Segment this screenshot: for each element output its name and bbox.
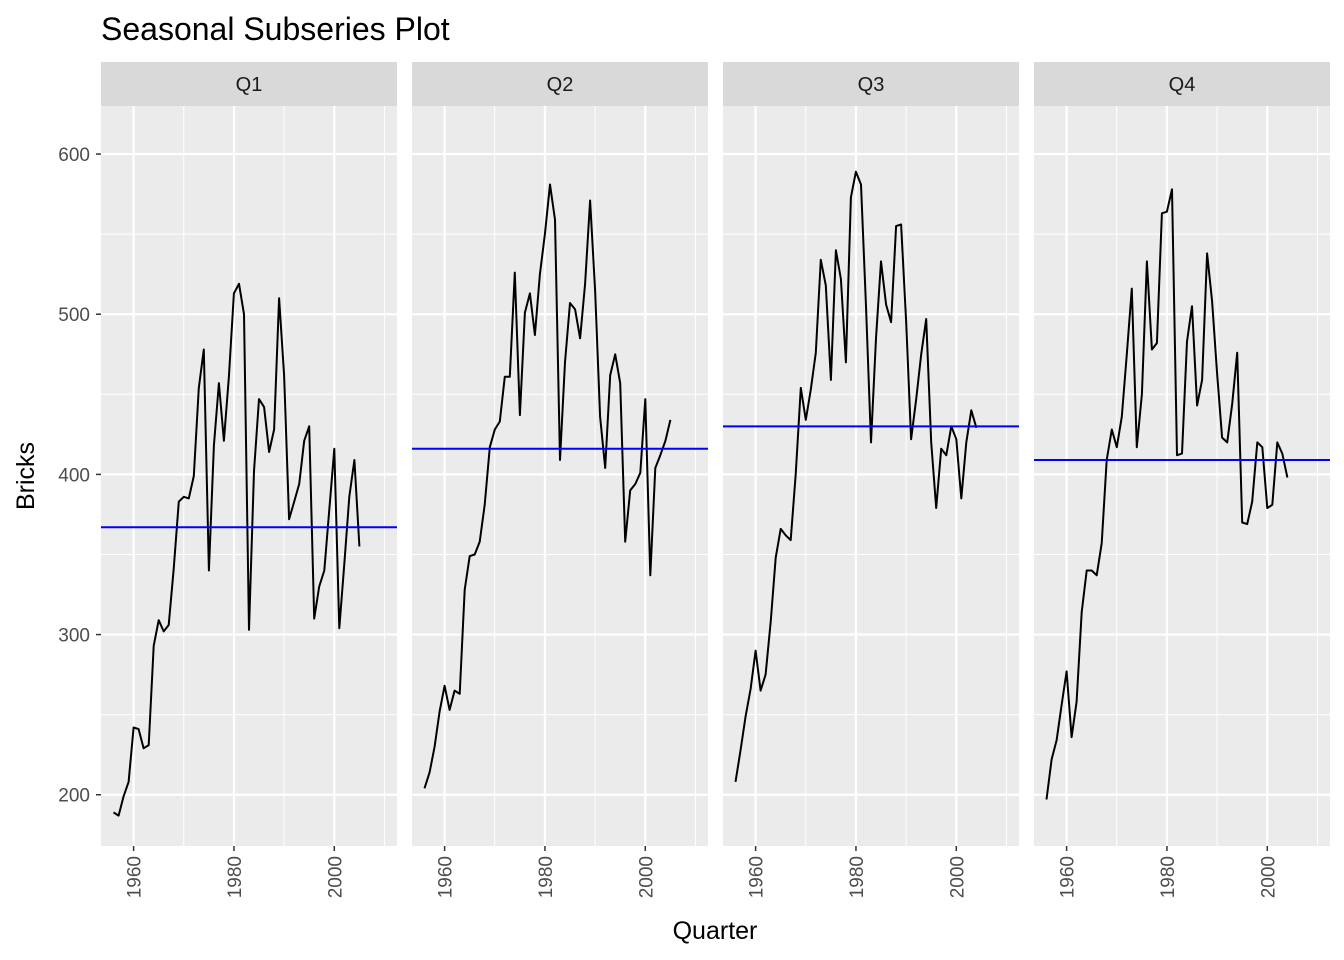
panel-q1: Q1 1960 1980 2000 [101, 62, 397, 898]
y-axis: 200 300 400 500 600 [58, 145, 101, 807]
y-axis-title: Bricks [12, 442, 40, 510]
y-tick-label: 600 [58, 145, 90, 166]
y-tick-label: 200 [58, 786, 90, 807]
x-tick-label: 1980 [847, 856, 868, 898]
series-line-q1 [112, 282, 361, 817]
series-line-q2 [423, 183, 672, 789]
facet-panels: Q1 1960 1980 2000 Q2 1960 1980 2000 Q3 1960 1980 20… [101, 62, 1330, 898]
y-tick-label: 300 [58, 626, 90, 647]
panel-q2: Q2 1960 1980 2000 [412, 62, 708, 898]
strip-label: Q3 [858, 74, 885, 96]
strip-label: Q4 [1169, 74, 1196, 96]
strip-q2 [412, 62, 708, 106]
x-tick-label: 2000 [1258, 856, 1279, 898]
panel-q3: Q3 1960 1980 2000 [723, 62, 1019, 898]
x-tick-label: 1980 [1158, 856, 1179, 898]
strip-q4 [1034, 62, 1330, 106]
x-tick-label: 1980 [225, 856, 246, 898]
y-tick-label: 500 [58, 305, 90, 326]
strip-q1 [101, 62, 397, 106]
x-tick-label: 1960 [436, 856, 457, 898]
x-tick-label: 1960 [125, 856, 146, 898]
series-line-q3 [734, 170, 978, 783]
panel-background [1034, 106, 1330, 846]
chart-title: Seasonal Subseries Plot [101, 11, 450, 47]
panel-background [412, 106, 708, 846]
strip-label: Q2 [547, 74, 574, 96]
x-tick-label: 1980 [536, 856, 557, 898]
x-tick-label: 2000 [325, 856, 346, 898]
x-tick-label: 2000 [636, 856, 657, 898]
x-tick-label: 2000 [947, 856, 968, 898]
panel-background [723, 106, 1019, 846]
panel-q4: Q4 1960 1980 2000 [1034, 62, 1330, 898]
x-axis-title: Quarter [673, 917, 758, 945]
strip-q3 [723, 62, 1019, 106]
series-line-q4 [1045, 188, 1289, 800]
y-tick-label: 400 [58, 465, 90, 486]
x-tick-label: 1960 [1058, 856, 1079, 898]
strip-label: Q1 [236, 74, 263, 96]
x-tick-label: 1960 [747, 856, 768, 898]
